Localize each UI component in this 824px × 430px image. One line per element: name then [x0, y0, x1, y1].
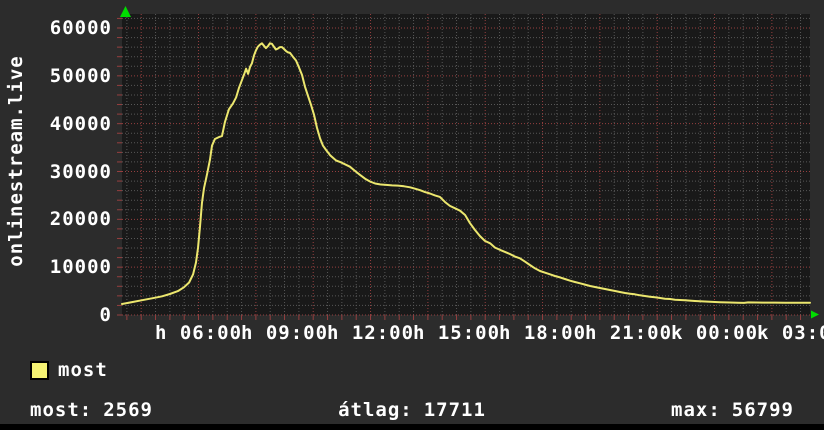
legend-swatch-most [30, 360, 49, 380]
y-axis-tick-label: 20000 [49, 208, 112, 231]
x-axis-tick-label: k 03:00 [756, 322, 824, 344]
x-axis-tick-label: h 18:00 [498, 322, 587, 344]
legend: most [30, 360, 108, 380]
stat-most: most: 2569 [30, 400, 153, 420]
y-axis-arrow-icon [120, 6, 131, 17]
stat-average-value: 17711 [423, 399, 486, 421]
stat-max: max: 56799 [671, 400, 794, 420]
x-axis-arrow-icon [811, 310, 819, 319]
stat-max-label: max: [671, 399, 721, 421]
x-axis-tick-label: h 12:00 [326, 322, 415, 344]
stat-average-label: átlag: [338, 399, 413, 421]
y-axis-tick-label: 30000 [49, 160, 112, 183]
y-axis-tick-label: 10000 [49, 256, 112, 279]
x-axis-tick-label: h 06:00 [154, 322, 243, 344]
x-axis-tick-label: h 15:00 [412, 322, 501, 344]
x-axis-tick-label: h 21:00 [584, 322, 673, 344]
stat-average: átlag: 17711 [0, 400, 824, 420]
y-axis-tick-label: 60000 [49, 17, 112, 39]
stat-most-value: 2569 [103, 399, 153, 421]
bottom-black-strip [0, 424, 824, 430]
stat-max-value: 56799 [731, 399, 794, 421]
legend-label-most: most [58, 359, 108, 381]
stat-most-label: most: [30, 399, 93, 421]
y-axis-tick-label: 0 [99, 304, 112, 326]
x-axis-tick-label: k 00:00 [670, 322, 759, 344]
y-axis-tick-label: 40000 [49, 112, 112, 135]
y-axis-tick-label: 50000 [49, 64, 112, 87]
x-axis-tick-label: h 09:00 [240, 322, 329, 344]
